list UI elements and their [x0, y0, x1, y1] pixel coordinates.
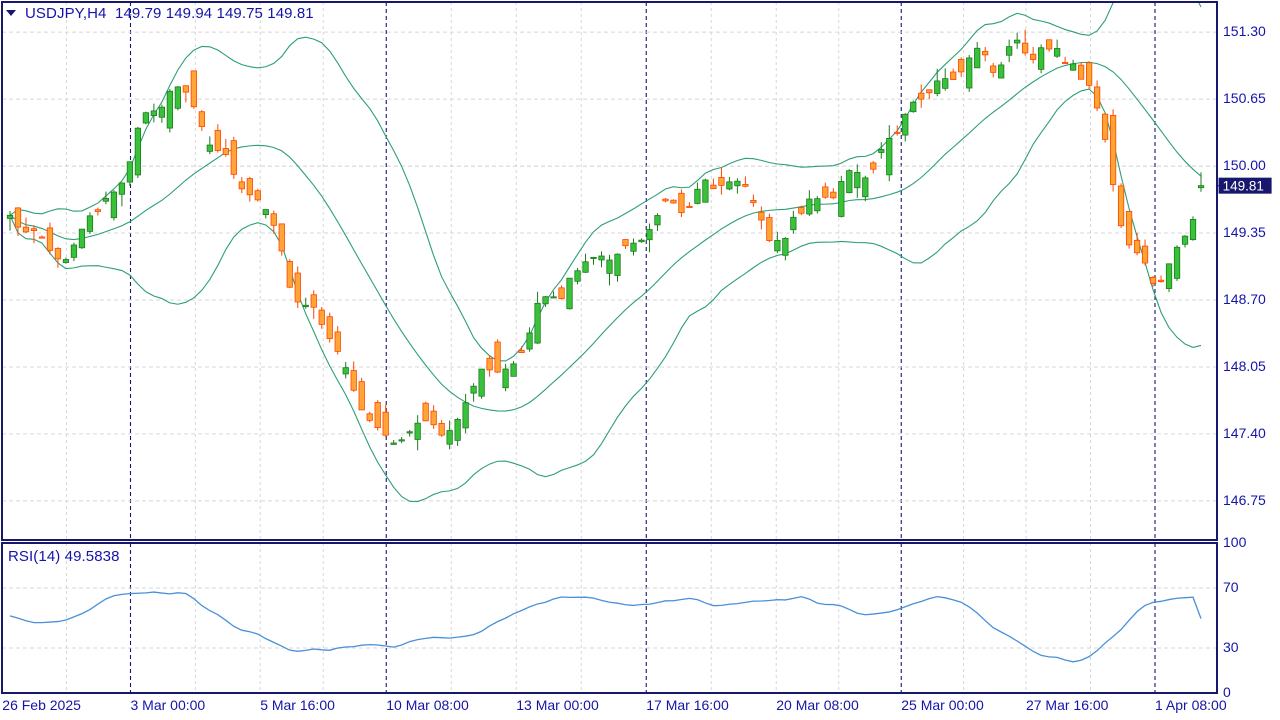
svg-text:5 Mar 16:00: 5 Mar 16:00	[260, 697, 335, 713]
svg-text:151.30: 151.30	[1223, 23, 1266, 39]
svg-text:30: 30	[1223, 639, 1239, 655]
svg-text:150.00: 150.00	[1223, 157, 1266, 173]
svg-text:150.65: 150.65	[1223, 90, 1266, 106]
svg-text:3 Mar 00:00: 3 Mar 00:00	[131, 697, 206, 713]
svg-text:148.70: 148.70	[1223, 291, 1266, 307]
svg-text:25 Mar 00:00: 25 Mar 00:00	[901, 697, 984, 713]
svg-text:149.81: 149.81	[1223, 178, 1264, 193]
svg-text:27 Mar 16:00: 27 Mar 16:00	[1026, 697, 1109, 713]
svg-text:70: 70	[1223, 579, 1239, 595]
svg-text:147.40: 147.40	[1223, 425, 1266, 441]
svg-text:100: 100	[1223, 534, 1247, 550]
svg-text:146.75: 146.75	[1223, 492, 1266, 508]
svg-text:1 Apr 08:00: 1 Apr 08:00	[1155, 697, 1227, 713]
svg-text:20 Mar 08:00: 20 Mar 08:00	[776, 697, 859, 713]
svg-text:148.05: 148.05	[1223, 358, 1266, 374]
svg-text:10 Mar 08:00: 10 Mar 08:00	[386, 697, 469, 713]
svg-text:13 Mar 00:00: 13 Mar 00:00	[516, 697, 599, 713]
svg-text:17 Mar 16:00: 17 Mar 16:00	[646, 697, 729, 713]
svg-text:26 Feb 2025: 26 Feb 2025	[2, 697, 81, 713]
svg-text:149.35: 149.35	[1223, 224, 1266, 240]
